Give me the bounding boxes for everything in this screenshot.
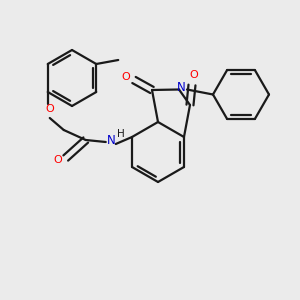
Text: O: O <box>122 72 130 82</box>
Text: H: H <box>117 129 124 139</box>
Text: N: N <box>106 134 115 146</box>
Text: N: N <box>177 81 185 94</box>
Text: O: O <box>53 155 62 165</box>
Text: O: O <box>190 70 198 80</box>
Text: O: O <box>45 104 54 114</box>
